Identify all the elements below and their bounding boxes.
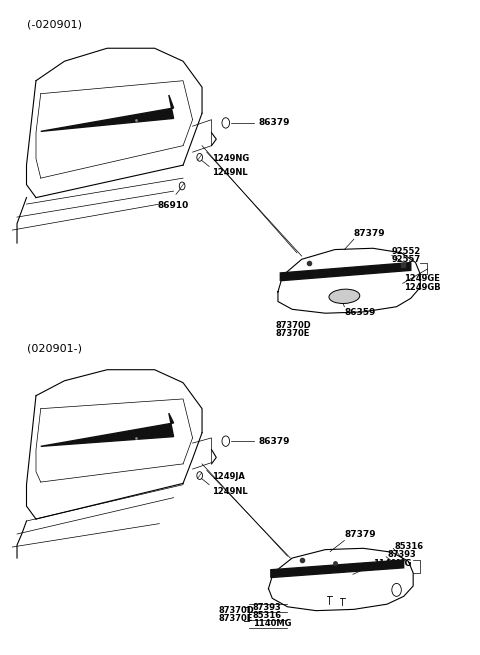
Circle shape — [392, 584, 401, 596]
Polygon shape — [280, 263, 411, 281]
Text: 1249NG: 1249NG — [212, 154, 249, 163]
Circle shape — [222, 118, 229, 128]
Text: 1249GE: 1249GE — [404, 274, 440, 284]
Text: 87370E: 87370E — [276, 329, 310, 339]
Text: 1249NL: 1249NL — [212, 168, 247, 178]
Text: 86359: 86359 — [344, 308, 376, 317]
Polygon shape — [41, 95, 174, 132]
Text: 1140MG: 1140MG — [253, 619, 291, 628]
Text: 87370E: 87370E — [219, 614, 253, 623]
Text: 86910: 86910 — [158, 201, 189, 210]
Text: 1249NL: 1249NL — [212, 487, 247, 496]
Text: 86379: 86379 — [259, 119, 290, 128]
Text: 87393: 87393 — [387, 550, 416, 559]
Circle shape — [222, 436, 229, 446]
Text: 86379: 86379 — [259, 437, 290, 445]
Text: 92557: 92557 — [392, 255, 421, 265]
Text: 1249GB: 1249GB — [404, 283, 440, 291]
Text: 87379: 87379 — [344, 530, 376, 539]
Text: 87379: 87379 — [354, 229, 385, 238]
Polygon shape — [278, 248, 420, 313]
Text: 85316: 85316 — [394, 542, 423, 551]
Polygon shape — [268, 548, 413, 610]
Text: 92552: 92552 — [392, 247, 421, 256]
Circle shape — [197, 153, 203, 161]
Ellipse shape — [329, 289, 360, 303]
Text: 1140MG: 1140MG — [373, 559, 411, 569]
Text: 1249JA: 1249JA — [212, 472, 244, 481]
Circle shape — [197, 472, 203, 479]
Text: 87370D: 87370D — [276, 321, 312, 330]
Text: (020901-): (020901-) — [26, 344, 82, 354]
Polygon shape — [41, 413, 174, 446]
Circle shape — [179, 182, 185, 190]
Text: (-020901): (-020901) — [26, 19, 82, 29]
Text: 87393: 87393 — [253, 603, 282, 612]
Text: 87370D: 87370D — [219, 605, 254, 614]
Polygon shape — [271, 560, 404, 578]
Text: 85316: 85316 — [253, 610, 282, 620]
